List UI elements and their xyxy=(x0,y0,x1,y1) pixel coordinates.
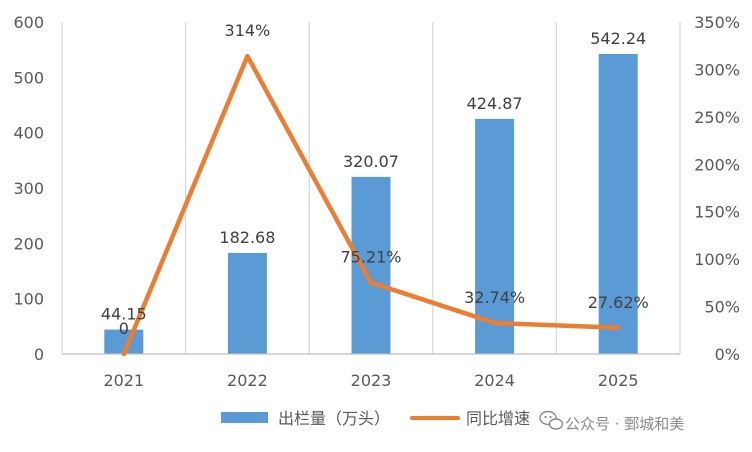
y-right-tick-label: 350% xyxy=(694,13,740,32)
y-left-tick-label: 300 xyxy=(13,179,44,198)
y-left-tick-label: 100 xyxy=(13,290,44,309)
y-right-tick-label: 150% xyxy=(694,203,740,222)
y-left-tick-label: 0 xyxy=(34,345,44,364)
line-point-2022 xyxy=(245,54,250,59)
watermark: 公众号 · 鄄城和美 xyxy=(539,410,684,433)
bar-value-label: 542.24 xyxy=(590,29,646,48)
data-labels: 44.15 182.68 320.07 424.87 542.24 0 314% 75.21%… xyxy=(101,21,649,338)
bar-value-label: 182.68 xyxy=(219,228,275,247)
y-right-tick-label: 250% xyxy=(694,108,740,127)
x-tick-label: 2021 xyxy=(103,371,144,390)
y-right-tick-label: 50% xyxy=(704,298,740,317)
bar-series xyxy=(104,53,638,354)
watermark-text: 公众号 · 鄄城和美 xyxy=(565,415,684,433)
line-point-2025 xyxy=(616,325,621,330)
legend-swatch-bar xyxy=(221,412,268,423)
bar-value-label: 424.87 xyxy=(467,94,523,113)
y-right-tick-label: 200% xyxy=(694,155,740,174)
x-tick-label: 2022 xyxy=(227,371,268,390)
x-tick-label: 2025 xyxy=(598,371,639,390)
line-value-label: 32.74% xyxy=(464,288,525,307)
bar-2022 xyxy=(227,252,267,354)
y-right-tick-label: 0% xyxy=(715,345,740,364)
line-point-2021 xyxy=(121,352,126,356)
line-point-2023 xyxy=(369,280,373,285)
y-left-tick-label: 600 xyxy=(13,13,44,32)
wechat-icon xyxy=(539,410,564,430)
legend-label-line: 同比增速 xyxy=(466,409,530,428)
bar-2025 xyxy=(598,53,638,354)
y-left-tick-label: 200 xyxy=(13,234,44,253)
line-value-label: 0 xyxy=(119,319,129,338)
axes: 0 100 200 300 400 500 600 0% 50% 100% 150% 200% 250%… xyxy=(13,13,740,390)
gridlines xyxy=(184,22,558,354)
y-right-tick-label: 100% xyxy=(694,250,740,269)
x-tick-label: 2023 xyxy=(351,371,392,390)
bar-value-label: 320.07 xyxy=(343,152,399,171)
y-right-tick-label: 300% xyxy=(694,60,740,79)
line-value-label: 75.21% xyxy=(340,248,401,267)
y-left-tick-label: 400 xyxy=(13,124,44,143)
line-point-2024 xyxy=(492,320,497,325)
line-value-label: 314% xyxy=(225,21,271,40)
bar-2023 xyxy=(351,176,391,354)
y-left-tick-label: 500 xyxy=(13,68,44,87)
bar-2024 xyxy=(475,118,515,354)
line-series xyxy=(121,53,621,357)
legend: 出栏量（万头） 同比增速 xyxy=(221,409,530,428)
bar-value-label: 44.15 xyxy=(101,305,147,324)
x-tick-label: 2024 xyxy=(474,371,515,390)
legend-label-bar: 出栏量（万头） xyxy=(278,409,390,428)
line-value-label: 27.62% xyxy=(588,293,649,312)
